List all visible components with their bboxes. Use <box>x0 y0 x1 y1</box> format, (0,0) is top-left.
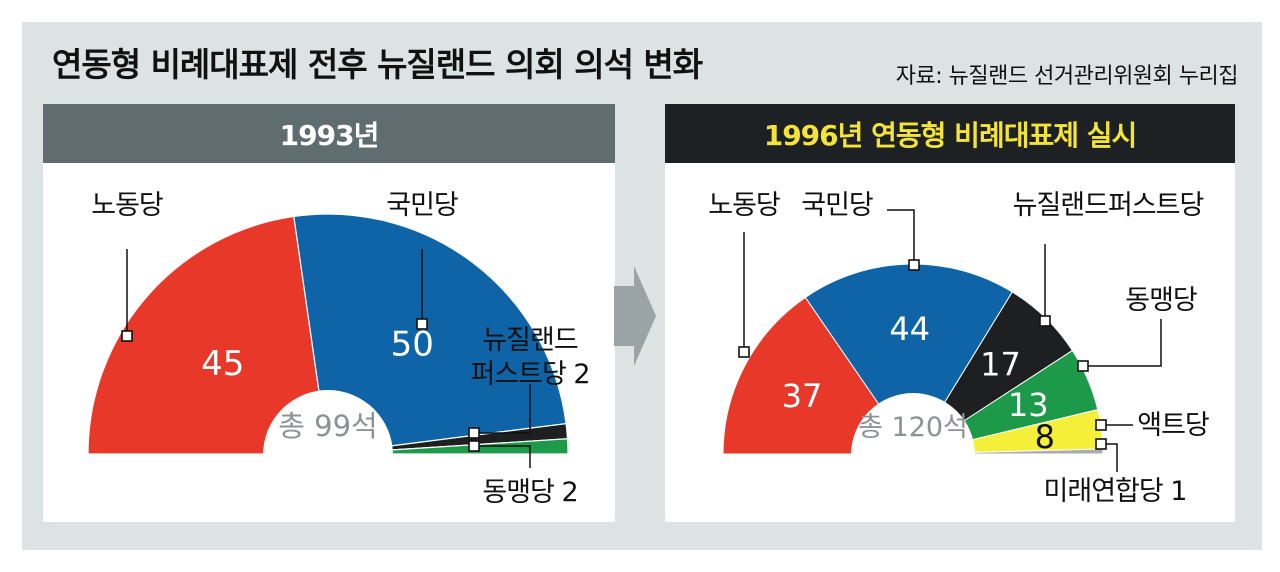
donut-hole <box>851 393 975 455</box>
party-label-5: 액트당 <box>1137 410 1209 441</box>
donut-hole <box>263 390 393 455</box>
slice-value-3: 17 <box>980 346 1021 384</box>
party-label-1: 노동당 <box>91 190 163 221</box>
leader-marker-4 <box>1077 360 1089 372</box>
total-seats-label: 총 120석 <box>858 412 968 443</box>
party-label-2: 국민당 <box>801 190 873 221</box>
leader-marker-3 <box>468 427 480 439</box>
leader-marker-1 <box>121 330 133 342</box>
panel-1996: 1996년 연동형 비례대표제 실시 37 44 17 13 8 총 120석 노동당 국민당… <box>665 104 1235 522</box>
leader-marker-1 <box>738 346 750 358</box>
panel-1993-title: 1993년 <box>43 104 615 163</box>
slice-2 <box>293 213 567 455</box>
leader-marker-6 <box>1095 438 1107 450</box>
leader-marker-2 <box>416 318 428 330</box>
leader-marker-2 <box>908 259 920 271</box>
party-label-3-line-1: 뉴질랜드 <box>482 325 578 356</box>
source-note: 자료: 뉴질랜드 선거관리위원회 누리집 <box>895 64 1239 89</box>
leader-marker-5 <box>1095 419 1107 431</box>
leader-marker-4 <box>468 440 480 452</box>
slice-1 <box>87 215 329 455</box>
party-label-3-line-2: 퍼스트당 2 <box>470 359 589 390</box>
panel-1996-title: 1996년 연동형 비례대표제 실시 <box>665 104 1235 163</box>
page-title: 연동형 비례대표제 전후 뉴질랜드 의회 의석 변화 <box>52 45 703 84</box>
leader-line-4 <box>1083 319 1162 367</box>
slice-2 <box>804 263 1013 455</box>
party-label-1: 노동당 <box>708 190 780 221</box>
party-label-6: 미래연합당 1 <box>1044 476 1187 507</box>
party-label-3: 뉴질랜드퍼스트당 <box>1013 190 1204 221</box>
slice-value-1: 37 <box>782 377 823 415</box>
leader-line-2 <box>887 209 915 265</box>
slice-value-1: 45 <box>201 344 244 384</box>
slice-value-4: 13 <box>1008 386 1049 424</box>
slice-value-5: 8 <box>1035 418 1055 456</box>
leader-line-4 <box>474 445 531 468</box>
leader-line-3 <box>474 384 531 434</box>
total-seats-label: 총 99석 <box>278 409 377 443</box>
party-label-4: 동맹당 2 <box>482 477 577 508</box>
leader-marker-3 <box>1039 315 1051 327</box>
party-label-4: 동맹당 <box>1125 285 1197 316</box>
party-label-2: 국민당 <box>386 190 458 221</box>
slice-value-2: 50 <box>391 324 434 364</box>
slice-1 <box>722 296 914 455</box>
arrow-right-icon <box>614 266 656 366</box>
slice-value-2: 44 <box>889 310 930 348</box>
